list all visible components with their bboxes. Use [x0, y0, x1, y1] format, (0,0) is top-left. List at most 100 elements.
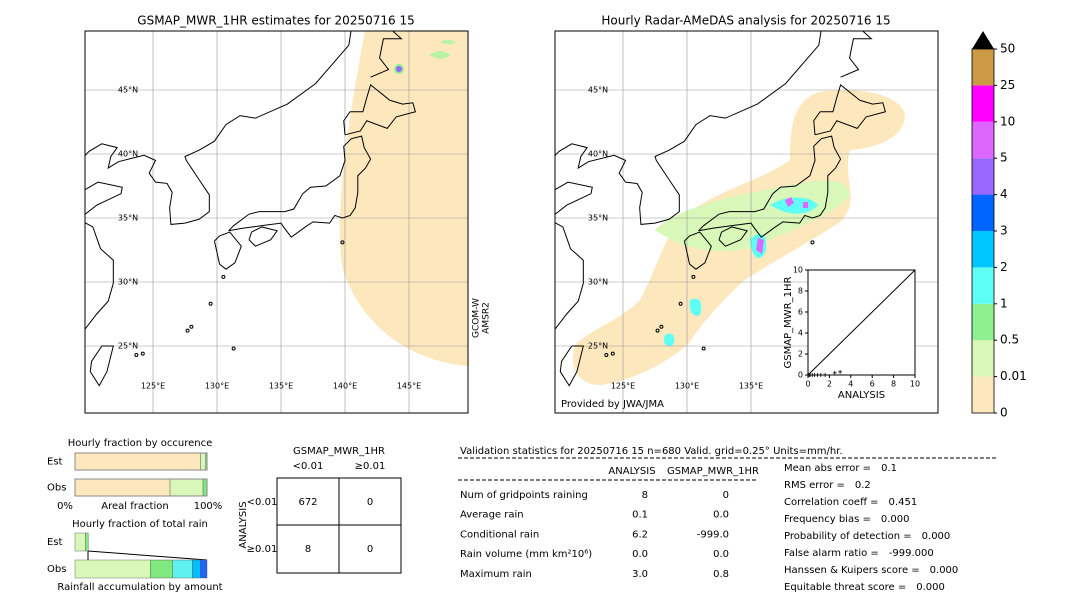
row-label: Est	[47, 457, 63, 468]
score-label: False alarm ratio =	[784, 548, 879, 559]
score-label: RMS error =	[784, 480, 845, 491]
row-label: ≥0.01	[247, 544, 278, 555]
stat-value: 0.1	[632, 510, 648, 521]
lat-label: 45°N	[588, 86, 608, 95]
stat-label: Rain volume (mm km²10⁶)	[460, 549, 592, 560]
map-frame	[554, 30, 939, 414]
stat-value: 3.0	[632, 569, 648, 580]
fraction-bar	[202, 478, 208, 497]
x-tick-label: 10	[910, 380, 920, 389]
coastline	[213, 231, 242, 270]
coastline	[89, 345, 114, 387]
island	[659, 324, 664, 329]
map-frame	[84, 30, 469, 414]
stat-value: 0.0	[713, 549, 729, 560]
table-cell: 8	[305, 544, 311, 555]
fraction-bar	[172, 559, 193, 579]
score-label: Equitable threat score =	[784, 582, 906, 593]
stat-label: Num of gridpoints raining	[460, 490, 588, 501]
stat-label: Average rain	[460, 510, 524, 521]
colorbar-segment	[972, 49, 994, 86]
column-header: ANALYSIS	[608, 466, 655, 477]
sensor-label: AMSR2	[482, 302, 492, 334]
colorbar-label: 0.01	[1000, 369, 1027, 383]
lat-label: 35°N	[118, 214, 138, 223]
fraction-bar	[74, 478, 171, 497]
fraction-bar	[85, 532, 89, 552]
x-axis-label: Areal fraction	[101, 501, 168, 512]
stat-value: 8	[642, 490, 648, 501]
lon-label: 140°E	[333, 382, 357, 391]
score-value: 0.000	[930, 565, 959, 576]
rain-area	[396, 66, 402, 72]
table-cell: 672	[298, 497, 317, 508]
score-value: -999.000	[889, 548, 934, 559]
colorbar-label: 50	[1000, 42, 1015, 56]
colorbar-label: 0.5	[1000, 333, 1019, 347]
coastline	[343, 84, 417, 136]
lon-label: 135°E	[739, 382, 763, 391]
lon-label: 135°E	[269, 382, 293, 391]
fraction-bar	[192, 559, 201, 579]
rain-area	[663, 197, 818, 347]
column-header: GSMAP_MWR_1HR	[667, 466, 759, 477]
stat-value: 6.2	[632, 529, 648, 540]
x-axis-label: Rainfall accumulation by amount	[57, 582, 222, 593]
lon-label: 145°E	[397, 382, 421, 391]
x-tick-label: 0%	[57, 501, 73, 512]
island	[340, 240, 345, 245]
y-axis-label: GSMAP_MWR_1HR	[783, 277, 794, 369]
rain-area	[430, 40, 456, 59]
column-label: ≥0.01	[355, 461, 386, 472]
island	[604, 352, 609, 357]
connector	[87, 550, 208, 561]
score-value: 0.1	[881, 463, 897, 474]
y-tick-label: 8	[798, 287, 803, 296]
fraction-bar	[200, 452, 206, 471]
colorbar-label: 2	[1000, 260, 1008, 274]
score-value: 0.2	[855, 480, 871, 491]
colorbar-segment	[972, 340, 994, 377]
left-map	[85, 31, 468, 413]
row-label: Est	[47, 537, 63, 548]
colorbar-label: 1	[1000, 296, 1008, 310]
score-label: Mean abs error =	[784, 463, 871, 474]
score-label: Frequency bias =	[784, 514, 871, 525]
map-title: GSMAP_MWR_1HR estimates for 20250716 15	[137, 14, 414, 28]
fraction-bar	[74, 559, 151, 579]
lat-label: 30°N	[588, 278, 608, 287]
scatter-point	[838, 369, 843, 374]
map-title: Hourly Radar-AMeDAS analysis for 2025071…	[601, 14, 890, 28]
panel-title: Hourly fraction by occurence	[68, 438, 212, 449]
rain-area	[756, 197, 808, 254]
colorbar-label: 3	[1000, 224, 1008, 238]
coastline	[248, 226, 278, 247]
colorbar-label: 25	[1000, 78, 1015, 92]
column-label: <0.01	[293, 461, 324, 472]
island	[701, 346, 706, 351]
fraction-bar	[74, 452, 201, 471]
score-value: 0.451	[889, 497, 918, 508]
row-axis-label: ANALYSIS	[238, 501, 249, 548]
colorbar-segment	[972, 303, 994, 341]
score-value: 0.000	[916, 582, 945, 593]
coastline	[840, 31, 873, 78]
lat-label: 30°N	[118, 278, 138, 287]
right-map	[555, 31, 938, 413]
stat-value: 0.0	[632, 549, 648, 560]
stat-label: Maximum rain	[460, 569, 532, 580]
lat-label: 25°N	[588, 342, 608, 351]
x-tick-label: 4	[848, 380, 853, 389]
colorbar-segment	[972, 376, 994, 413]
lon-label: 130°E	[205, 382, 229, 391]
colorbar-label: 10	[1000, 114, 1015, 128]
colorbar-segment	[972, 231, 994, 268]
x-tick-label: 0	[805, 380, 810, 389]
y-tick-label: 4	[798, 329, 803, 338]
island	[810, 240, 815, 245]
fraction-bar	[200, 559, 208, 579]
island	[185, 328, 190, 333]
island	[655, 328, 660, 333]
credit: Provided by JWA/JMA	[561, 399, 664, 410]
